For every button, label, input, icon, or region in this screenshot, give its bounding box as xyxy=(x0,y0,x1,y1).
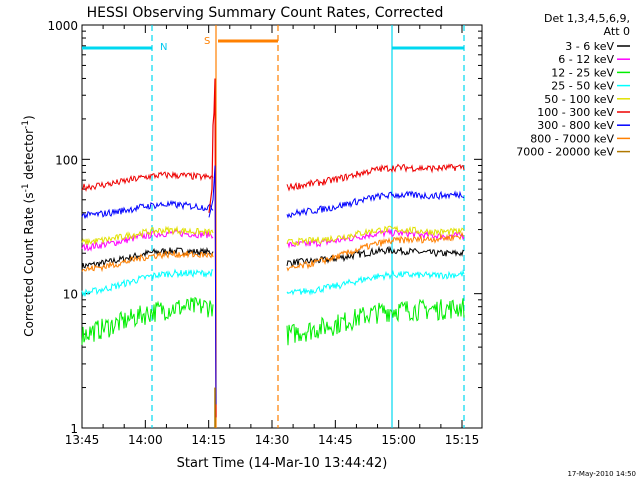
footer-date: 17-May-2010 14:50 xyxy=(567,470,636,478)
y-axis-label: Corrected Count Rate (s-1 detector-1) xyxy=(21,115,36,336)
x-ticks: 13:45 14:00 14:15 14:30 14:45 15:00 15:15 xyxy=(65,25,480,447)
series-lines xyxy=(81,78,465,428)
series-line xyxy=(286,298,465,346)
x-tick-label: 14:45 xyxy=(318,433,353,447)
y-tick-label: 100 xyxy=(55,153,78,167)
series-line xyxy=(286,225,465,247)
chart-title: HESSI Observing Summary Count Rates, Cor… xyxy=(87,5,444,21)
legend-label: 50 - 100 keV xyxy=(544,93,614,106)
legend-label: 7000 - 20000 keV xyxy=(516,146,614,159)
legend-header-1: Det 1,3,4,5,6,9, xyxy=(544,12,630,25)
series-spike xyxy=(208,78,217,418)
x-tick-label: 13:45 xyxy=(65,433,100,447)
series-line xyxy=(81,296,214,345)
legend-label: 300 - 800 keV xyxy=(537,119,614,132)
saa-label: S xyxy=(204,36,210,47)
annotations xyxy=(82,25,465,428)
night-label: N xyxy=(160,42,167,53)
y-ticks: 1 10 100 1000 xyxy=(47,19,482,436)
x-tick-label: 14:30 xyxy=(255,433,290,447)
x-tick-label: 15:15 xyxy=(445,433,480,447)
plot-frame xyxy=(81,24,483,429)
series-line xyxy=(81,199,214,219)
legend-label: 800 - 7000 keV xyxy=(530,132,614,145)
y-tick-label: 10 xyxy=(63,288,78,302)
x-tick-label: 14:00 xyxy=(128,433,163,447)
legend-label: 25 - 50 keV xyxy=(551,80,614,93)
y-tick-label: 1000 xyxy=(47,19,78,33)
series-line xyxy=(81,225,214,245)
x-tick-label: 15:00 xyxy=(381,433,416,447)
legend-label: 12 - 25 keV xyxy=(551,66,614,79)
y-tick-label: 1 xyxy=(70,422,78,436)
x-tick-label: 14:15 xyxy=(191,433,226,447)
series-line xyxy=(286,190,465,219)
series-line xyxy=(286,269,465,296)
series-line xyxy=(81,229,214,252)
legend-header-2: Att 0 xyxy=(604,25,630,38)
series-line xyxy=(286,228,465,249)
x-axis-label: Start Time (14-Mar-10 13:44:42) xyxy=(177,456,388,471)
series-line xyxy=(286,163,465,192)
series-line xyxy=(81,250,214,273)
legend-label: 3 - 6 keV xyxy=(565,40,614,53)
legend-label: 100 - 300 keV xyxy=(537,106,614,119)
legend-label: 6 - 12 keV xyxy=(558,53,614,66)
series-line xyxy=(286,231,465,272)
series-spike xyxy=(208,165,217,405)
series-line xyxy=(81,170,214,192)
series-line xyxy=(81,268,214,297)
